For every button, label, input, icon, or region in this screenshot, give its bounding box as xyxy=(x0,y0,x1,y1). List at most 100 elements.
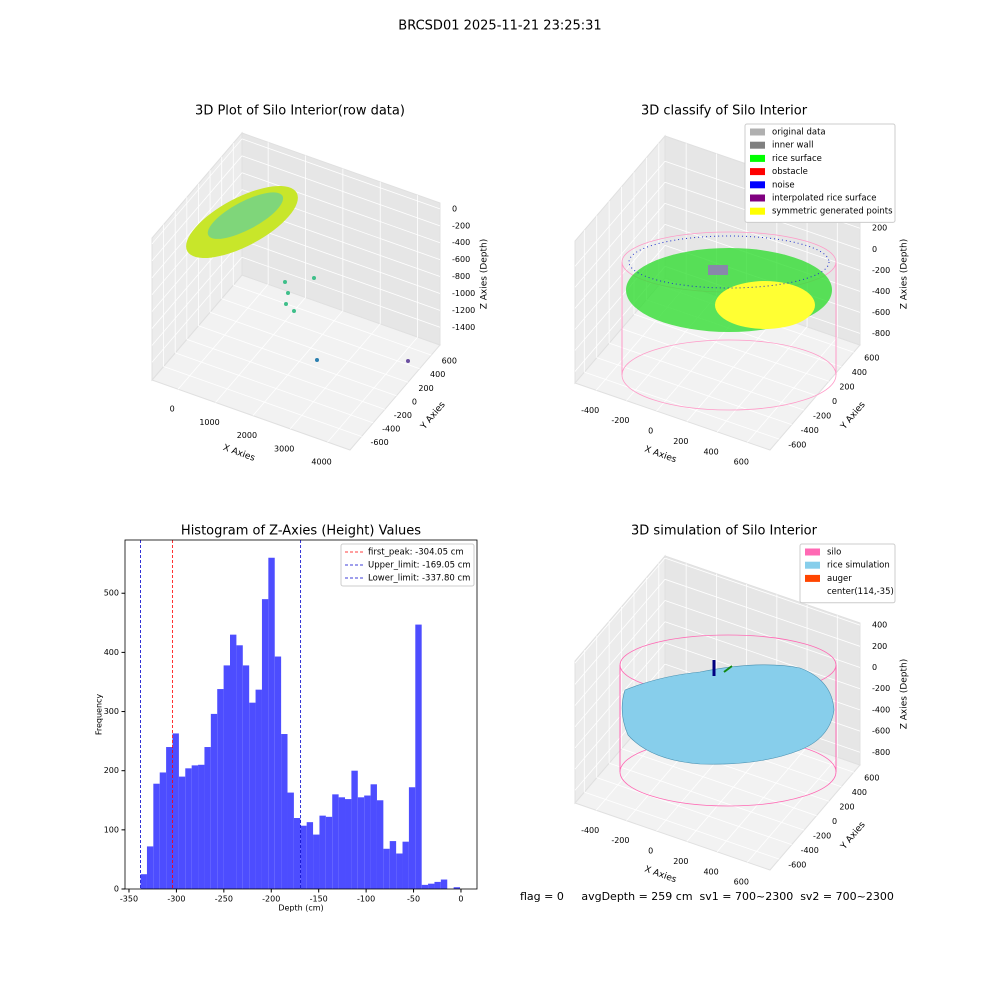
suptitle: BRCSD01 2025-11-21 23:25:31 xyxy=(398,19,601,34)
bar xyxy=(421,884,429,889)
legend-swatch xyxy=(805,548,820,556)
y-tick-label: 600 xyxy=(864,354,879,363)
x-tick-label: 1000 xyxy=(199,418,219,427)
grid-line xyxy=(574,182,666,288)
z-tick-label: -200 xyxy=(452,221,470,230)
grid-line xyxy=(241,256,441,328)
z-tick-label: -400 xyxy=(452,238,470,247)
bar xyxy=(370,784,377,889)
bar xyxy=(261,599,269,889)
grid-line xyxy=(574,203,666,309)
z-tick-label: -800 xyxy=(872,748,890,757)
x-tick-label: -200 xyxy=(611,416,629,425)
bar xyxy=(178,776,186,889)
outlier xyxy=(283,280,287,284)
grid-line xyxy=(716,326,808,433)
grid-line xyxy=(175,352,374,424)
z-tick-label: -200 xyxy=(872,266,890,275)
legend-swatch xyxy=(750,194,765,202)
classified-cloud xyxy=(621,231,837,411)
grid-line xyxy=(209,311,409,383)
grid-line xyxy=(327,336,418,443)
grid-line xyxy=(186,338,385,410)
legend-label: inner wall xyxy=(772,141,813,151)
x-axis-label: Depth (cm) xyxy=(278,904,323,913)
grid-line xyxy=(633,313,830,382)
legend-label: obstacle xyxy=(772,167,808,177)
cloud-inner xyxy=(207,192,284,239)
noise xyxy=(628,235,830,289)
x-tick-label: 0 xyxy=(648,427,653,436)
bar xyxy=(159,772,167,889)
grid-line xyxy=(584,371,780,440)
y-tick-label: 400 xyxy=(852,788,867,797)
bar xyxy=(281,734,288,889)
raw-cloud xyxy=(186,185,298,259)
z-tick-label: -600 xyxy=(872,727,890,736)
z-tick-label: 0 xyxy=(872,245,877,254)
y-tick-label: 400 xyxy=(430,370,445,379)
bar xyxy=(440,879,448,889)
legend-label: Upper_limit: -169.05 cm xyxy=(368,561,471,571)
grid-line xyxy=(596,777,792,846)
simulation xyxy=(619,634,837,807)
bar xyxy=(351,770,358,889)
grid-line xyxy=(241,172,441,244)
outlier xyxy=(292,309,296,313)
grid-line xyxy=(163,366,362,437)
axes-frame xyxy=(124,539,478,890)
x-tick-label: -350 xyxy=(120,895,138,904)
bar xyxy=(172,733,179,889)
legend-label: silo xyxy=(827,548,841,558)
x-tick-label: 3000 xyxy=(274,444,294,453)
x-tick-label: 0 xyxy=(458,895,463,904)
raw-outliers xyxy=(283,276,410,363)
y-axis-label: Y Axies xyxy=(838,400,867,432)
legend-swatch xyxy=(750,128,765,136)
legend-label: Lower_limit: -337.80 cm xyxy=(368,574,470,584)
z-tick-label: 200 xyxy=(872,642,887,651)
outlier xyxy=(286,291,290,295)
bar xyxy=(140,874,147,889)
y-tick-label: 400 xyxy=(104,648,119,657)
legend-swatch xyxy=(750,181,765,189)
z-axis-label: Z Axies (Depth) xyxy=(480,239,490,310)
z-tick-label: -400 xyxy=(872,287,890,296)
subplot-title: Histogram of Z-Axies (Height) Values xyxy=(181,524,421,539)
z-tick-label: -1000 xyxy=(452,289,475,298)
bar xyxy=(428,883,435,889)
x-tick-label: 400 xyxy=(703,447,718,456)
y-tick-label: -400 xyxy=(382,424,400,433)
legend-swatch xyxy=(750,154,765,162)
y-tick-label: 200 xyxy=(839,383,854,392)
y-tick-label: 100 xyxy=(104,825,119,834)
y-tick-label: 600 xyxy=(864,774,879,783)
x-tick-label: 200 xyxy=(673,437,688,446)
grid-line xyxy=(221,298,420,370)
legend-swatch xyxy=(750,207,765,215)
bar xyxy=(313,834,320,889)
bar xyxy=(230,634,237,889)
y-tick-label: -400 xyxy=(801,846,819,855)
x-axis-label: X Axies xyxy=(643,865,678,886)
z-tick-label: -400 xyxy=(872,705,890,714)
x-tick-label: 600 xyxy=(734,458,749,467)
y-tick-label: 200 xyxy=(418,384,433,393)
bar xyxy=(332,794,339,889)
bar xyxy=(274,656,282,889)
y-tick-label: 400 xyxy=(852,368,867,377)
legend-label: symmetric generated points xyxy=(772,207,893,217)
grid-line xyxy=(241,155,441,227)
z-axis-label: Z Axies (Depth) xyxy=(900,239,910,310)
grid-line xyxy=(151,256,243,363)
y-axis-label: Frequency xyxy=(95,694,104,736)
bar xyxy=(338,797,346,889)
generated-points xyxy=(715,281,815,329)
grid-line xyxy=(233,284,432,356)
x-tick-label: -200 xyxy=(262,895,280,904)
bar xyxy=(383,848,390,889)
grid-line xyxy=(177,283,269,390)
bar xyxy=(204,747,211,889)
bar xyxy=(408,787,416,889)
legend-label: center(114,-35) xyxy=(827,587,894,597)
